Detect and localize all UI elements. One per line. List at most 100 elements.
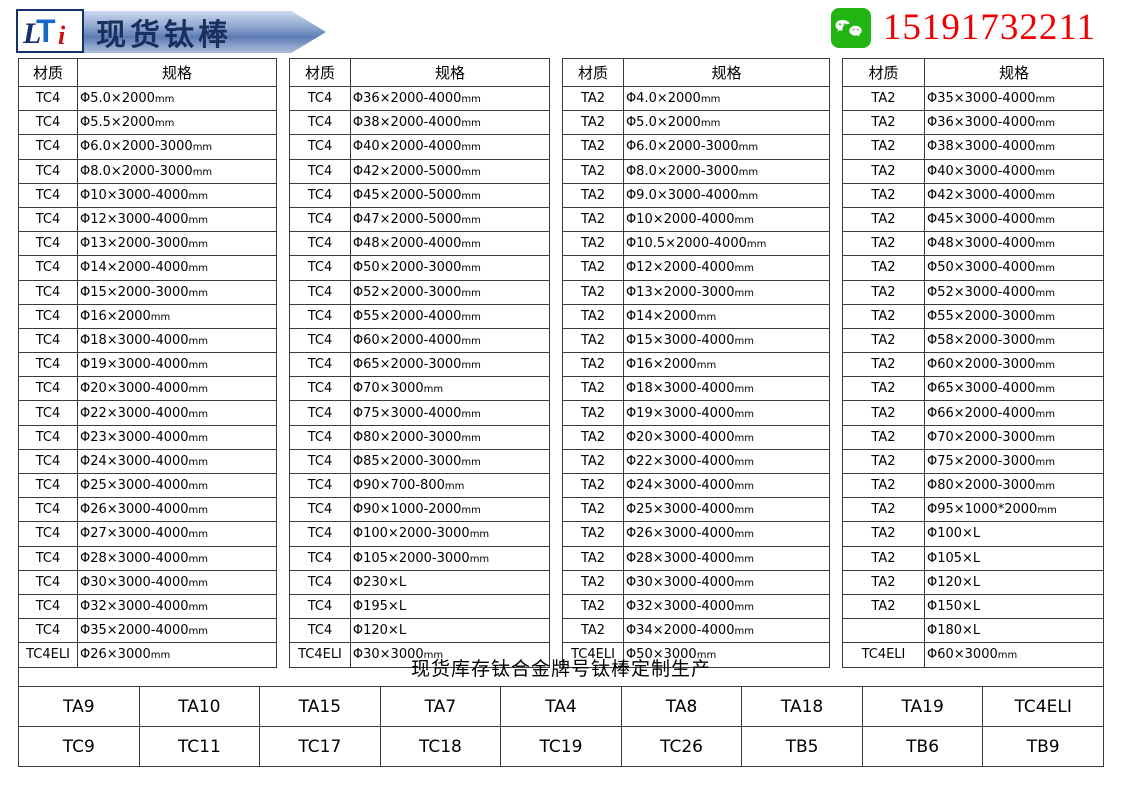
phone-number[interactable]: 15191732211	[882, 7, 1096, 48]
cell-material: TA2	[562, 569, 624, 595]
contact-phone[interactable]: 15191732211	[830, 7, 1096, 48]
cell-material: TA2	[841, 424, 925, 450]
table-row: TA2 Φ4.0×2000mm	[562, 85, 830, 112]
cell-spec: Φ13×2000-3000mm	[77, 231, 278, 257]
unit-label: mm	[461, 239, 481, 251]
unit-label: mm	[188, 456, 209, 468]
cell-spec: Φ18×3000-4000mm	[622, 376, 830, 402]
unit-label: mm	[696, 360, 717, 372]
table-row: TC4 Φ90×1000-2000mm	[289, 497, 551, 523]
grade-cell: TB9	[982, 726, 1104, 767]
unit-label: mm	[1035, 311, 1055, 323]
cell-spec: Φ100×L	[923, 521, 1105, 547]
table-row: TA2 Φ55×2000-3000mm	[841, 303, 1105, 329]
cell-spec: Φ4.0×2000mm	[622, 85, 830, 112]
table-row: TA2 Φ22×3000-4000mm	[562, 448, 830, 475]
unit-label: mm	[461, 215, 481, 227]
cell-spec: Φ22×3000-4000mm	[622, 448, 830, 475]
cell-spec: Φ55×2000-3000mm	[923, 303, 1105, 329]
unit-label: mm	[1035, 263, 1055, 275]
cell-material: TA2	[562, 593, 624, 620]
table-row: TC4 Φ36×2000-4000mm	[289, 85, 551, 112]
table-row: TC4 Φ30×3000-4000mm	[17, 569, 278, 595]
cell-material: TA2	[841, 255, 925, 281]
cell-material: TA2	[841, 85, 925, 112]
unit-label: mm	[188, 505, 209, 517]
table-row: TC4ELI Φ60×3000mm	[841, 642, 1105, 668]
cell-spec: Φ70×3000mm	[349, 376, 551, 402]
grade-table: TA9 TA10 TA15 TA7 TA4 TA8 TA18 TA19 TC4ELI TC9 TC1…	[18, 686, 1104, 767]
cell-material: TA2	[562, 327, 624, 354]
unit-label: mm	[734, 384, 754, 396]
cell-material: TA2	[841, 110, 925, 136]
unit-label: mm	[188, 360, 209, 372]
unit-label: mm	[461, 263, 481, 275]
cell-material: TA2	[562, 182, 624, 208]
table-row: TA2 Φ24×3000-4000mm	[562, 472, 830, 499]
unit-label: mm	[461, 335, 481, 347]
table-row: TA2 Φ48×3000-4000mm	[841, 231, 1105, 257]
unit-label: mm	[738, 166, 759, 178]
cell-material: TC4	[289, 618, 351, 644]
grade-cell: TB6	[861, 726, 984, 767]
cell-material: TA2	[841, 279, 925, 305]
cell-material: TA2	[562, 448, 624, 475]
table-row: TA2 Φ100×L	[841, 521, 1105, 547]
unit-label: mm	[188, 529, 209, 541]
unit-label: mm	[188, 626, 209, 638]
spec-table-4: 材质 规格 TA2 Φ35×3000-4000mm TA2 Φ36×3000-4000mm…	[841, 58, 1105, 668]
table-row: TA2 Φ5.0×2000mm	[562, 110, 830, 136]
cell-spec: Φ90×700-800mm	[349, 472, 551, 499]
unit-label: mm	[734, 505, 754, 517]
cell-spec: Φ120×L	[349, 618, 551, 644]
cell-material: TA2	[841, 303, 925, 329]
spec-table-1: 材质 规格 TC4 Φ5.0×2000mm TC4 Φ5.5×2000mm TC4 Φ6.0×…	[17, 58, 278, 668]
table-row: TC4 Φ47×2000-5000mm	[289, 206, 551, 233]
cell-material: TC4	[289, 472, 351, 499]
cell-material: TC4	[17, 255, 79, 281]
table-row: TC4 Φ25×3000-4000mm	[17, 472, 278, 499]
table-row: TC4 Φ24×3000-4000mm	[17, 448, 278, 475]
cell-material: TC4	[17, 279, 79, 305]
cell-material: TC4	[289, 279, 351, 305]
unit-label: mm	[188, 602, 209, 614]
cell-spec: Φ230×L	[349, 569, 551, 595]
cell-spec: Φ85×2000-3000mm	[349, 448, 551, 475]
grade-row: TC9 TC11 TC17 TC18 TC19 TC26 TB5 TB6 TB9	[18, 726, 1104, 767]
unit-label: mm	[188, 190, 209, 202]
cell-material: TC4	[289, 376, 351, 402]
table-row: TA2 Φ16×2000mm	[562, 352, 830, 378]
cell-spec: Φ52×3000-4000mm	[923, 279, 1105, 305]
table-header-row: 材质 规格	[289, 58, 551, 87]
table-row: TA2 Φ66×2000-4000mm	[841, 400, 1105, 426]
cell-spec: Φ48×2000-4000mm	[349, 231, 551, 257]
spec-block-1: 材质 规格 TC4 Φ5.0×2000mm TC4 Φ5.5×2000mm TC4 Φ6.0×…	[17, 58, 278, 668]
cell-spec: Φ24×3000-4000mm	[77, 448, 278, 475]
cell-spec: Φ9.0×3000-4000mm	[622, 182, 830, 208]
cell-material: TA2	[841, 400, 925, 426]
unit-label: mm	[461, 505, 481, 517]
table-row: TC4 Φ85×2000-3000mm	[289, 448, 551, 475]
spec-table-2: 材质 规格 TC4 Φ36×2000-4000mm TC4 Φ38×2000-4000mm…	[289, 58, 551, 668]
unit-label: mm	[1037, 505, 1057, 517]
cell-material: TC4	[17, 424, 79, 450]
cell-material: TC4	[17, 85, 79, 112]
page-header: L T i 现货钛棒 15191732211	[0, 0, 1122, 58]
table-row: TA2 Φ38×3000-4000mm	[841, 134, 1105, 160]
cell-spec: Φ36×3000-4000mm	[923, 110, 1105, 136]
table-row: TC4 Φ80×2000-3000mm	[289, 424, 551, 450]
cell-material: TC4	[17, 618, 79, 644]
grade-cell: TB5	[741, 726, 863, 767]
cell-spec: Φ28×3000-4000mm	[77, 545, 278, 571]
table-row: TC4 Φ38×2000-4000mm	[289, 110, 551, 136]
table-row: TA2 Φ50×3000-4000mm	[841, 255, 1105, 281]
cell-material: TA2	[562, 618, 624, 644]
unit-label: mm	[461, 432, 481, 444]
unit-label: mm	[734, 432, 754, 444]
cell-material: TA2	[562, 158, 624, 184]
grade-cell: TC4ELI	[982, 686, 1104, 727]
unit-label: mm	[700, 118, 721, 130]
table-row: TC4 Φ18×3000-4000mm	[17, 327, 278, 354]
unit-label: mm	[150, 311, 171, 323]
cell-spec: Φ48×3000-4000mm	[923, 231, 1105, 257]
